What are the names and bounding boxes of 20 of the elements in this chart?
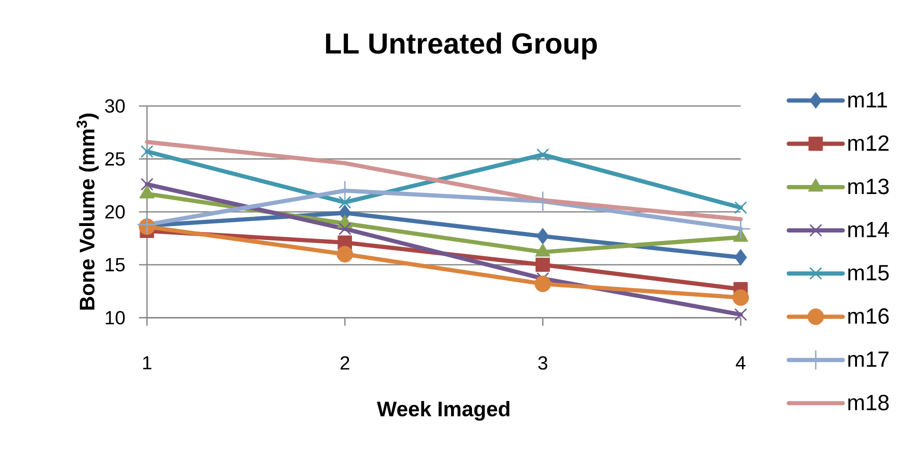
y-tick-label: 15 [106, 258, 125, 272]
y-tick-label: 20 [105, 205, 125, 219]
legend-label: m17 [848, 352, 889, 367]
x-tick-label: 4 [736, 356, 746, 370]
legend-label: m18 [848, 394, 889, 410]
legend-label: m12 [848, 135, 889, 151]
legend-label: m11 [848, 92, 887, 108]
y-tick-label: 30 [105, 99, 125, 113]
y-tick-label: 25 [105, 152, 125, 166]
x-tick-label: 2 [340, 356, 350, 370]
legend-label: m14 [848, 222, 889, 238]
legend-label: m15 [848, 265, 889, 281]
x-axis-title: Week Imaged [376, 401, 510, 421]
x-tick-label: 1 [143, 356, 152, 370]
legend-label: m16 [848, 308, 889, 324]
y-tick-label: 10 [106, 310, 125, 324]
legend-label: m13 [848, 178, 889, 194]
y-axis-title: Bone Volume (mm$^{3}$) [76, 114, 99, 310]
chart-title: LL Untreated Group [326, 32, 597, 60]
x-tick-label: 3 [538, 356, 548, 370]
